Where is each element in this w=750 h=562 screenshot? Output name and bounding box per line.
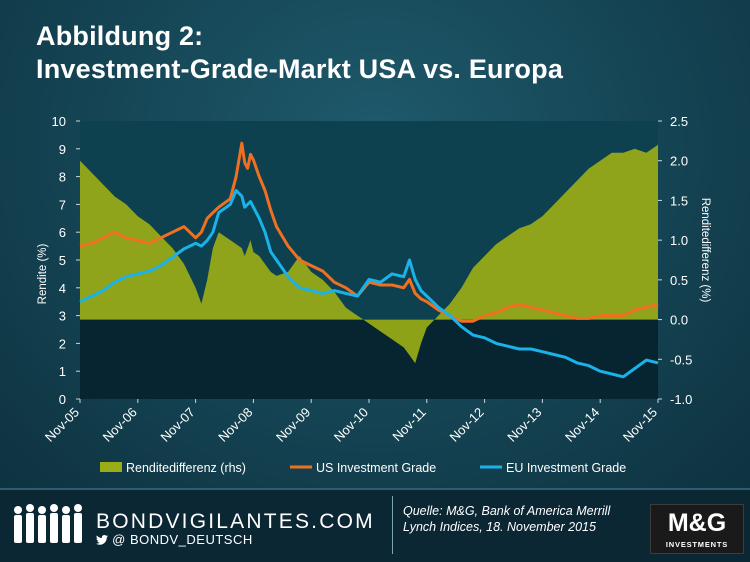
footer bbox=[0, 488, 750, 562]
y-right-tick-label: -1.0 bbox=[670, 392, 692, 407]
footer-separator bbox=[392, 496, 393, 554]
series-line-eu bbox=[79, 189, 659, 379]
brand-link[interactable]: BONDVIGILANTES.COM bbox=[96, 510, 375, 533]
legend-label-us: US Investment Grade bbox=[316, 461, 436, 475]
footer-divider bbox=[0, 488, 750, 490]
handle-text: BONDV_DEUTSCH bbox=[129, 532, 253, 547]
y-right-tick-label: 0.5 bbox=[670, 273, 688, 288]
twitter-bird-icon bbox=[96, 535, 108, 545]
y-left-tick-label: 1 bbox=[59, 364, 66, 379]
x-tick-label: Nov-15 bbox=[620, 405, 660, 445]
at-symbol: @ bbox=[112, 532, 126, 547]
x-tick-label: Nov-12 bbox=[446, 405, 486, 445]
y-right-tick-label: 0.0 bbox=[670, 313, 688, 328]
y-right-tick-label: 1.0 bbox=[670, 233, 688, 248]
plot-lower-band bbox=[80, 319, 658, 399]
logo-text: M&G bbox=[667, 509, 727, 537]
x-tick-label: Nov-13 bbox=[504, 405, 544, 445]
y-left-tick-label: 5 bbox=[59, 253, 66, 268]
y-left-tick-label: 2 bbox=[59, 336, 66, 351]
title-line-1: Abbildung 2: bbox=[36, 21, 204, 51]
x-tick-label: Nov-08 bbox=[215, 405, 255, 445]
y-left-tick-label: 7 bbox=[59, 197, 66, 212]
y-left-tick-label: 8 bbox=[59, 170, 66, 185]
y-right-axis-title: Renditedifferenz (%) bbox=[699, 198, 711, 303]
y-right-tick-label: 1.5 bbox=[670, 193, 688, 208]
x-tick-label: Nov-11 bbox=[389, 405, 429, 445]
chart-title: Abbildung 2: Investment-Grade-Markt USA … bbox=[36, 20, 563, 86]
x-tick-label: Nov-06 bbox=[100, 405, 140, 445]
source-note: Quelle: M&G, Bank of America Merrill Lyn… bbox=[403, 503, 643, 535]
y-left-tick-label: 3 bbox=[59, 309, 66, 324]
x-tick-label: Nov-10 bbox=[331, 405, 371, 445]
title-line-2: Investment-Grade-Markt USA vs. Europa bbox=[36, 54, 564, 84]
legend-label-eu: EU Investment Grade bbox=[506, 461, 626, 475]
y-right-tick-label: -0.5 bbox=[670, 352, 692, 367]
legend-label-spread: Renditedifferenz (rhs) bbox=[126, 461, 246, 475]
y-right-tick-label: 2.5 bbox=[670, 114, 688, 129]
source-line-2: Lynch Indices, 18. November 2015 bbox=[403, 520, 596, 534]
y-right-tick-label: 2.0 bbox=[670, 154, 688, 169]
x-tick-label: Nov-14 bbox=[562, 405, 602, 445]
source-line-1: Quelle: M&G, Bank of America Merrill bbox=[403, 504, 611, 518]
x-tick-label: Nov-07 bbox=[157, 405, 197, 445]
series-line-us bbox=[79, 141, 659, 323]
y-left-axis-title: Rendite (%) bbox=[37, 243, 49, 304]
y-left-tick-label: 9 bbox=[59, 142, 66, 157]
logo-subtext: INVESTMENTS bbox=[665, 540, 729, 549]
twitter-handle[interactable]: @ BONDV_DEUTSCH bbox=[96, 532, 253, 547]
legend-swatch-spread bbox=[100, 462, 122, 472]
y-left-tick-label: 4 bbox=[59, 281, 66, 296]
y-left-tick-label: 6 bbox=[59, 225, 66, 240]
x-tick-label: Nov-05 bbox=[42, 405, 82, 445]
series-area-spread bbox=[80, 144, 658, 364]
mg-logo[interactable]: M&G INVESTMENTS bbox=[650, 504, 744, 554]
x-tick-label: Nov-09 bbox=[273, 405, 313, 445]
people-silhouette-icon bbox=[14, 504, 82, 543]
y-left-tick-label: 0 bbox=[59, 392, 66, 407]
y-left-tick-label: 10 bbox=[52, 114, 66, 129]
chart-svg: 0 1 2 3 4 5 6 7 8 9 10 -1.0 -0.5 0.0 0.5 1.0 1.5 2.0 2.5 No… bbox=[37, 114, 711, 475]
